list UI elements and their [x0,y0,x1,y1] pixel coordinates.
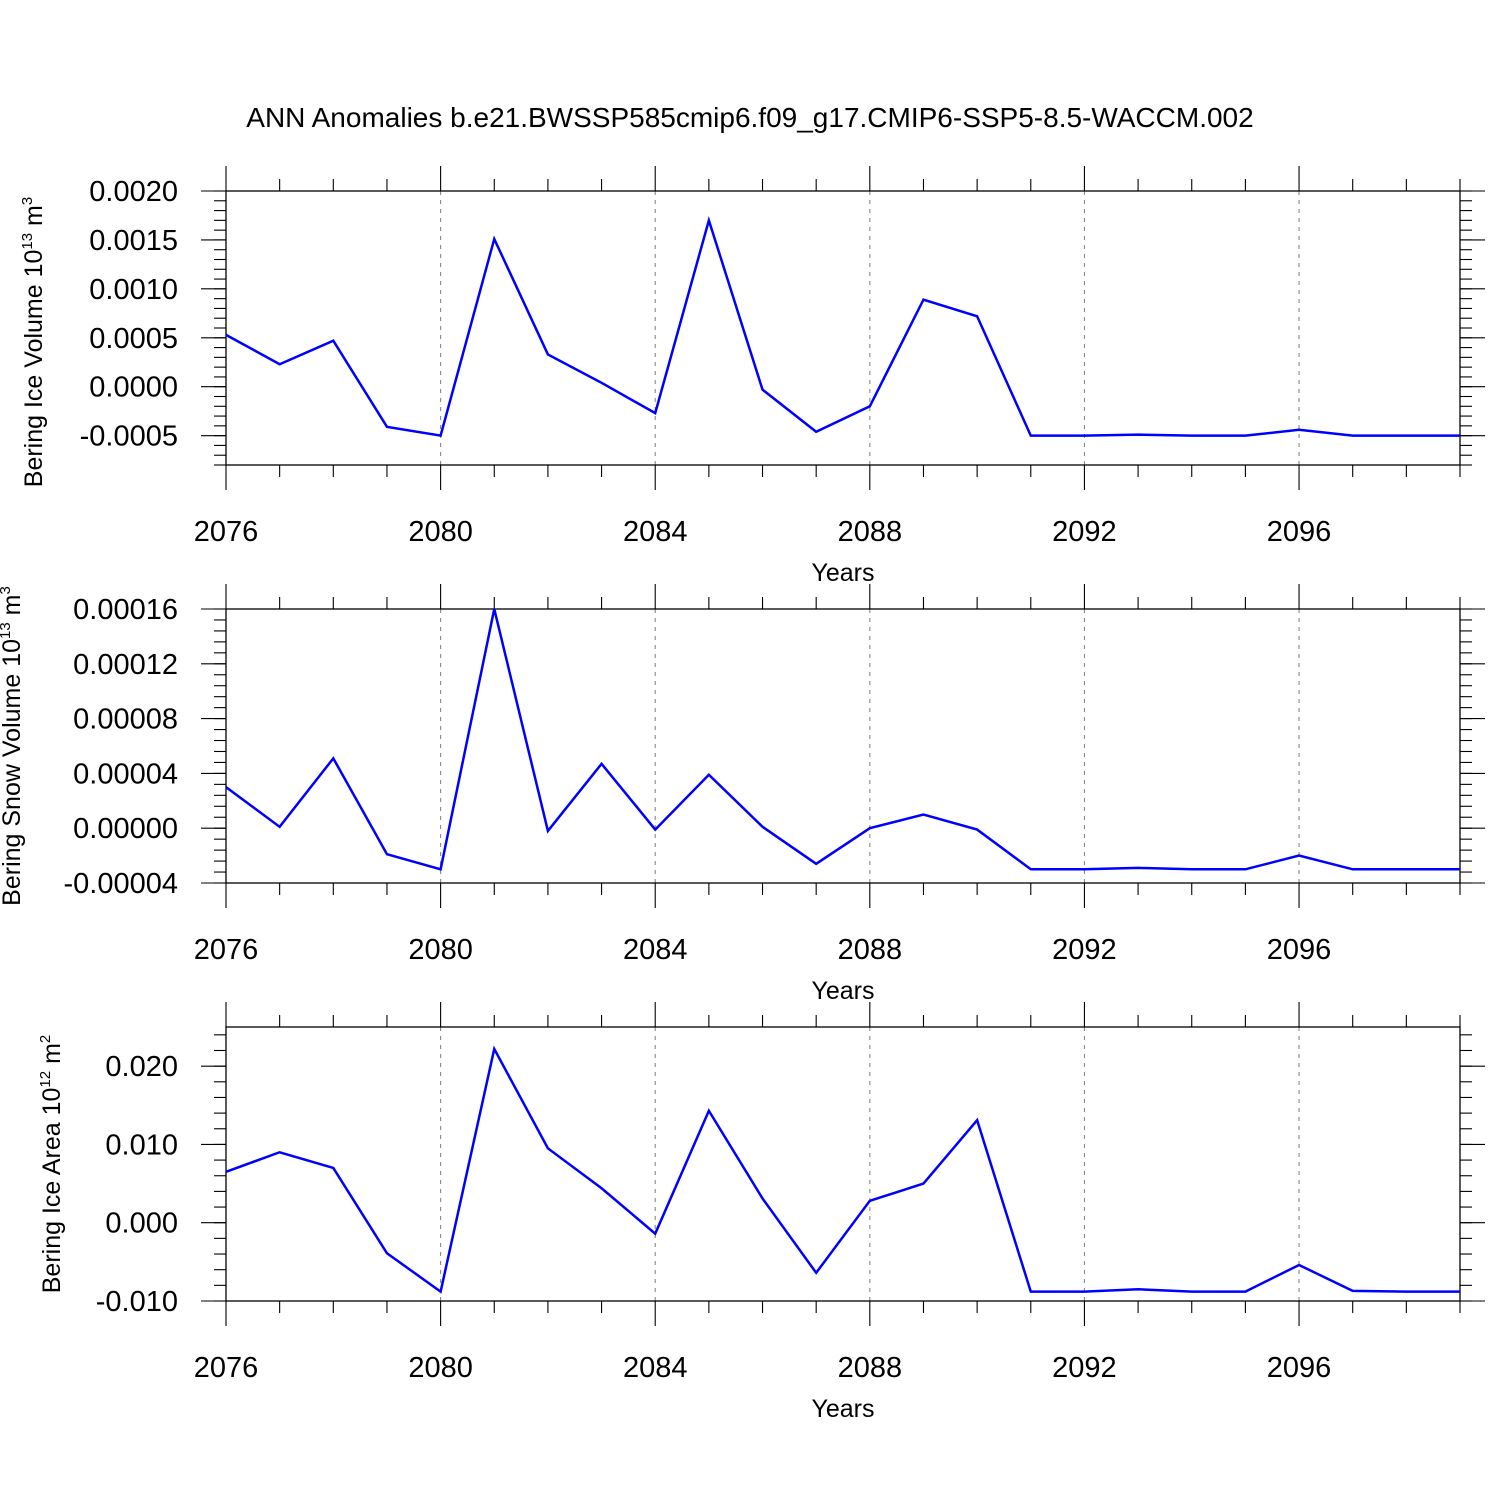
x-tick-label: 2096 [1267,1352,1332,1384]
x-tick-label: 2084 [623,934,688,966]
panel-ice-volume: 2076 2080 2084 2088 2092 2096 -0.0005 0.0000 0.0… [19,166,1485,587]
x-tick-label: 2080 [408,934,473,966]
x-axis-title: Years [811,977,874,1005]
x-tick-label: 2080 [408,516,473,548]
y-axis-title-unit-sup: 2 [37,1035,54,1043]
x-tick-label: 2088 [838,1352,903,1384]
y-tick-label: -0.0005 [80,421,178,453]
y-tick-label: 0.00008 [73,704,178,736]
panel-snow-volume: 2076 2080 2084 2088 2092 2096 -0.00004 0.00000 0… [0,584,1485,1005]
y-axis-title: Bering Ice Area 1012 m2 [37,1035,66,1294]
y-tick-label: 0.00000 [73,813,178,845]
y-tick-label: -0.00004 [64,868,179,900]
x-tick-label: 2088 [838,516,903,548]
y-axis-title: Bering Ice Volume 1013 m3 [19,197,48,487]
y-tick-label: 0.020 [105,1051,178,1083]
x-tick-label: 2092 [1052,1352,1117,1384]
x-tick-label: 2096 [1267,516,1332,548]
y-axis-title-unit-sup: 3 [19,197,36,205]
y-tick-label: -0.010 [96,1286,178,1318]
x-tick-label: 2092 [1052,934,1117,966]
y-axis-title-main: Bering Ice Volume 10 [20,250,48,488]
y-axis-title-unit-sup: 3 [0,586,14,594]
x-tick-label: 2084 [623,1352,688,1384]
y-axis-title-sup: 12 [37,1071,54,1088]
y-axis-title-unit: m [0,595,26,623]
y-axis-title-main: Bering Ice Area 10 [38,1088,66,1294]
y-tick-label: 0.0005 [89,323,178,355]
y-tick-label: 0.00004 [73,758,178,790]
plot-frame [225,1026,1461,1302]
chart-title: ANN Anomalies b.e21.BWSSP585cmip6.f09_g1… [246,102,1253,133]
x-tick-label: 2076 [194,1352,259,1384]
y-axis-title-main: Bering Snow Volume 10 [0,639,26,906]
y-axis-title: Bering Snow Volume 1013 m3 [0,586,26,906]
y-tick-label: 0.010 [105,1129,178,1161]
y-tick-label: 0.000 [105,1208,178,1240]
x-tick-label: 2096 [1267,934,1332,966]
series-line [225,215,1460,438]
series-line [225,1045,1460,1294]
x-tick-label: 2076 [194,516,259,548]
y-axis-title-unit: m [38,1043,66,1071]
y-axis-title-sup: 13 [19,233,36,250]
x-tick-label: 2076 [194,934,259,966]
x-axis-title: Years [811,1395,874,1423]
series-line [225,608,1460,871]
x-tick-label: 2084 [623,516,688,548]
y-tick-label: 0.0000 [89,372,178,404]
y-tick-label: 0.0010 [89,274,178,306]
y-tick-label: 0.0020 [89,176,178,208]
x-tick-label: 2080 [408,1352,473,1384]
plot-frame [225,608,1461,884]
panel-ice-area: 2076 2080 2084 2088 2092 2096 -0.010 0.000 0.010… [37,1002,1485,1423]
y-axis-title-unit: m [20,205,48,233]
y-tick-label: 0.0015 [89,225,178,257]
x-tick-label: 2088 [838,934,903,966]
x-axis-title: Years [811,559,874,587]
y-axis-title-sup: 13 [0,622,14,639]
y-tick-label: 0.00012 [73,649,178,681]
y-tick-label: 0.00016 [73,594,178,626]
x-tick-label: 2092 [1052,516,1117,548]
